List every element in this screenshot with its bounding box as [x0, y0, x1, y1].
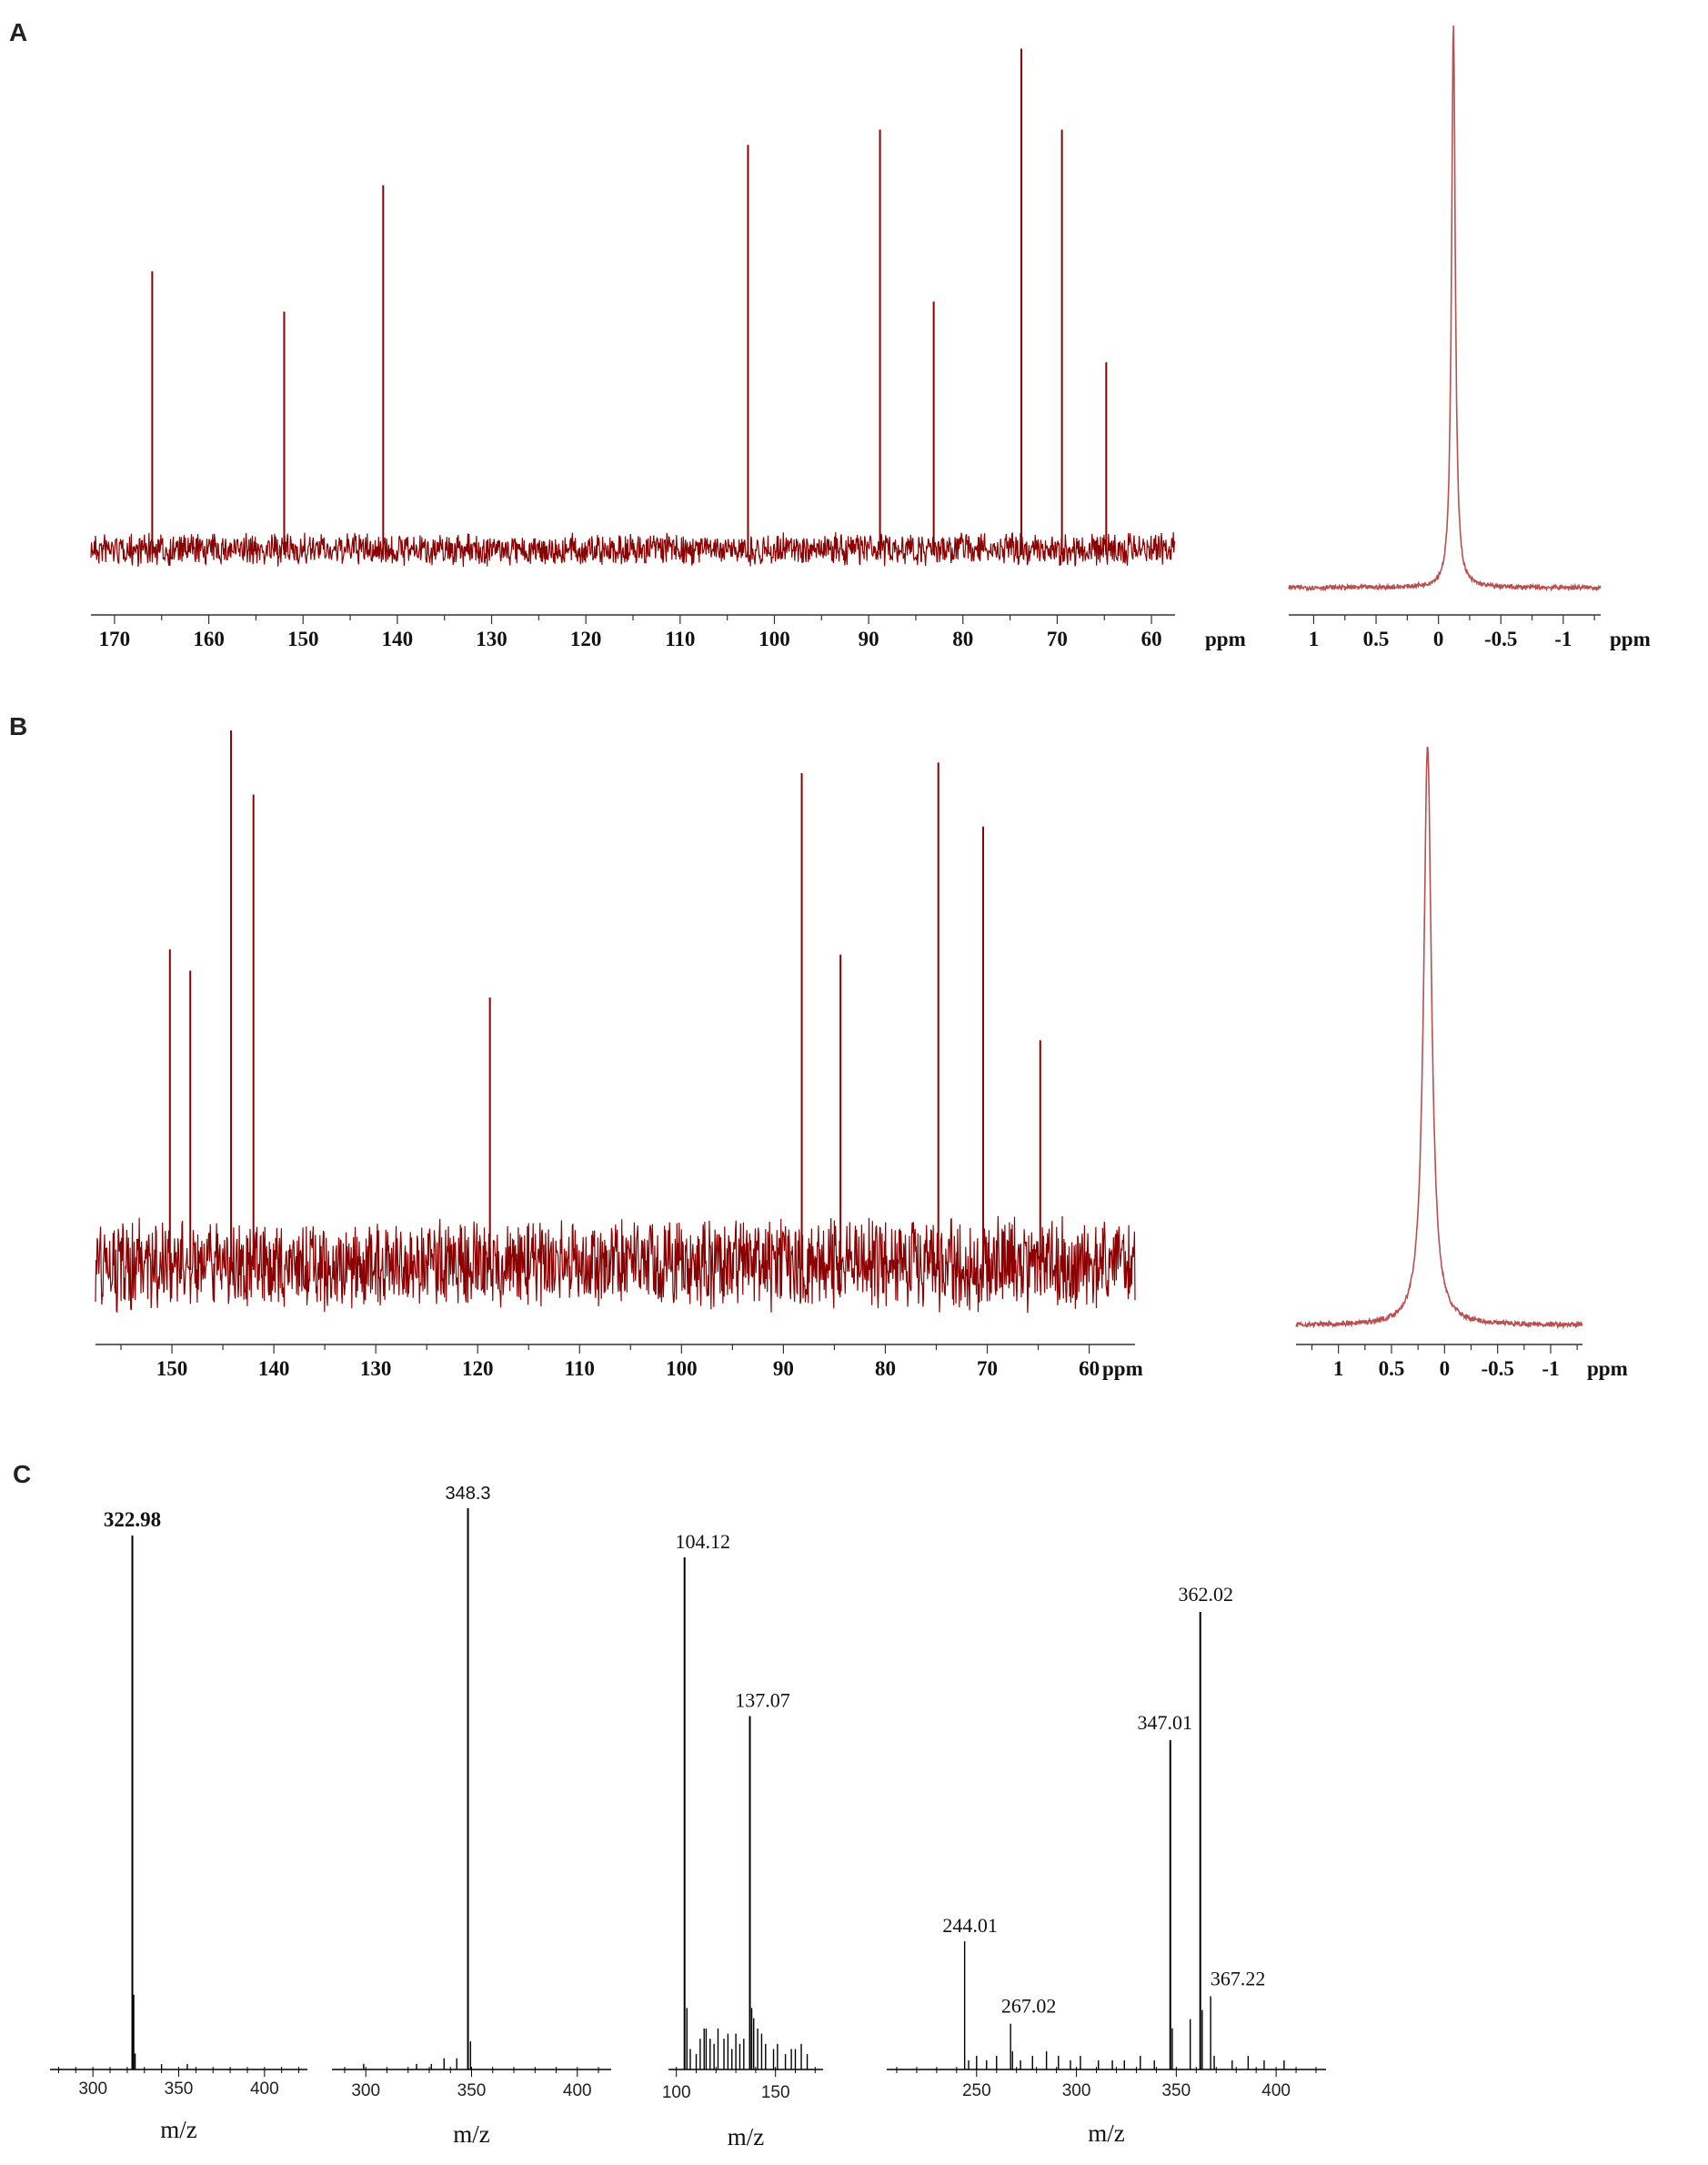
chart-a-31p: 1 0.5 0 -0.5 -1 ppm	[1288, 25, 1651, 650]
x-tick-label: 80	[875, 1357, 896, 1380]
chart-c4: 250 300 350 400 m/z 244.01 267.02 347.01 362.02 3…	[887, 1583, 1326, 2147]
x-axis-label: m/z	[728, 2123, 765, 2150]
x-tick-label: -0.5	[1481, 1357, 1513, 1380]
x-tick-label: 60	[1141, 628, 1162, 650]
x-tick-label: 120	[570, 628, 602, 650]
x-tick-label: 350	[457, 2081, 487, 2100]
x-tick-label: 300	[1062, 2081, 1091, 2100]
x-tick-label: 130	[476, 628, 507, 650]
peak-label: 367.22	[1211, 1968, 1266, 1990]
peak-label: 347.01	[1138, 1711, 1193, 1734]
x-axis-label: m/z	[453, 2120, 490, 2148]
chart-c1: 300 350 400 m/z 322.98	[50, 1508, 307, 2143]
x-tick-label: 120	[462, 1357, 494, 1380]
x-axis-label: m/z	[160, 2116, 197, 2143]
x-tick-label: 100	[759, 628, 790, 650]
x-tick-label: 300	[78, 2079, 107, 2099]
x-tick-label: 100	[662, 2083, 691, 2102]
x-tick-label: 80	[952, 628, 973, 650]
x-tick-label: -1	[1542, 1357, 1559, 1380]
peak-label: 267.02	[1001, 1995, 1057, 2018]
x-tick-label: 70	[977, 1357, 998, 1380]
x-tick-label: 70	[1047, 628, 1068, 650]
x-tick-label: 350	[165, 2079, 194, 2099]
x-tick-label: 110	[665, 628, 695, 650]
x-tick-label: 0	[1440, 1357, 1451, 1380]
x-tick-label: 150	[761, 2083, 790, 2102]
x-tick-label: 90	[773, 1357, 794, 1380]
panel-letter-a: A	[9, 18, 27, 46]
x-tick-label: 140	[258, 1357, 290, 1380]
chart-c2: 300 350 400 m/z 348.3	[332, 1484, 611, 2148]
x-tick-label: 1	[1333, 1357, 1344, 1380]
x-tick-label: 400	[1261, 2081, 1291, 2100]
x-tick-label: 150	[156, 1357, 188, 1380]
nmr-peak-trace	[1295, 746, 1583, 1330]
x-tick-label: 160	[193, 628, 225, 650]
chart-b-13c: 150 140 130 120 110 100 90 80 70 60 ppm	[95, 730, 1143, 1380]
peak-label: 348.3	[446, 1484, 491, 1504]
x-tick-label: 300	[351, 2081, 380, 2100]
chart-c3: 100 150 m/z 104.12 137.07	[662, 1530, 823, 2150]
x-tick-label: -0.5	[1484, 628, 1517, 650]
peak-label: 244.01	[942, 1914, 998, 1937]
peak-label: 104.12	[675, 1530, 730, 1553]
x-tick-label: 170	[99, 628, 131, 650]
panel-letter-b: B	[9, 712, 27, 740]
x-tick-label: 0	[1433, 628, 1444, 650]
x-tick-label: -1	[1554, 628, 1572, 650]
x-tick-label: 150	[287, 628, 319, 650]
plots: 170 160 150 140 130 120 110 100 90 80 70 60 ppm 1 0.5 0…	[50, 25, 1651, 2150]
x-axis-unit-label: ppm	[1102, 1357, 1143, 1380]
x-tick-label: 1	[1309, 628, 1320, 650]
chart-b-31p: 1 0.5 0 -0.5 -1 ppm	[1295, 746, 1628, 1380]
x-axis-unit-label: ppm	[1610, 628, 1651, 650]
x-tick-label: 60	[1079, 1357, 1100, 1380]
x-tick-label: 100	[666, 1357, 698, 1380]
x-tick-label: 250	[962, 2081, 991, 2100]
x-tick-label: 350	[1161, 2081, 1191, 2100]
x-axis-unit-label: ppm	[1205, 628, 1246, 650]
panel-letter-c: C	[13, 1460, 31, 1488]
x-tick-label: 130	[360, 1357, 392, 1380]
peak-label: 322.98	[104, 1508, 161, 1531]
peak-label: 362.02	[1178, 1583, 1233, 1606]
x-axis-unit-label: ppm	[1587, 1357, 1628, 1380]
x-tick-label: 400	[250, 2079, 279, 2099]
x-tick-label: 0.5	[1379, 1357, 1405, 1380]
x-axis-label: m/z	[1088, 2120, 1125, 2147]
x-tick-label: 400	[563, 2081, 592, 2100]
nmr-peak-trace	[1288, 25, 1602, 592]
chart-a-13c: 170 160 150 140 130 120 110 100 90 80 70 60 ppm	[90, 48, 1246, 650]
x-tick-label: 140	[382, 628, 414, 650]
x-tick-label: 110	[565, 1357, 595, 1380]
x-tick-label: 90	[859, 628, 879, 650]
x-tick-label: 0.5	[1363, 628, 1390, 650]
peak-label: 137.07	[735, 1689, 790, 1712]
noise-trace	[90, 531, 1176, 568]
noise-trace	[95, 1215, 1136, 1314]
